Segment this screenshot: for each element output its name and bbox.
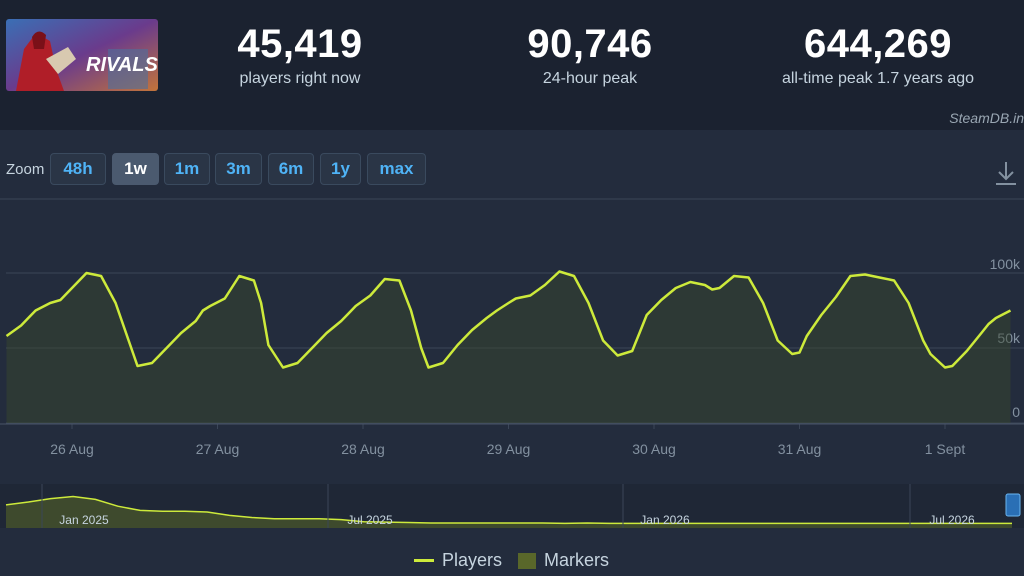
separator-bar bbox=[0, 108, 1024, 130]
game-banner-image[interactable]: RIVALS bbox=[6, 19, 158, 91]
player-count-chart[interactable]: 100k 50k 0 26 Aug 27 Aug 28 Aug 29 Aug 30 Aug 31… bbox=[0, 196, 1024, 466]
navigator-tick-label: Jul 2026 bbox=[929, 513, 975, 527]
markers-flag-swatch bbox=[518, 552, 536, 569]
x-tick-label: 29 Aug bbox=[487, 441, 531, 457]
y-tick-label: 50k bbox=[997, 330, 1021, 346]
legend-players-label: Players bbox=[442, 550, 503, 570]
zoom-button-3m[interactable]: 3m bbox=[215, 153, 262, 185]
all-time-peak-value: 644,269 bbox=[803, 22, 953, 66]
navigator-range-handle[interactable] bbox=[1005, 493, 1021, 517]
all-time-peak-label: all-time peak 1.7 years ago bbox=[781, 70, 975, 87]
navigator-area bbox=[6, 496, 1012, 528]
players-line-swatch bbox=[414, 559, 434, 562]
x-tick-label: 31 Aug bbox=[778, 441, 822, 457]
peak-24h-label: 24-hour peak bbox=[542, 70, 638, 87]
stat-24h-peak: 90,746 24-hour peak bbox=[460, 22, 720, 89]
x-tick-label: 27 Aug bbox=[196, 441, 240, 457]
x-tick-label: 26 Aug bbox=[50, 441, 94, 457]
stats-header: RIVALS 45,419 players right now 90,746 2… bbox=[0, 0, 1024, 108]
navigator-tick-label: Jan 2026 bbox=[640, 513, 690, 527]
game-logo-text: RIVALS bbox=[86, 54, 158, 76]
x-tick-label: 30 Aug bbox=[632, 441, 676, 457]
game-banner-art: RIVALS bbox=[6, 19, 158, 91]
y-tick-label: 100k bbox=[990, 256, 1021, 272]
players-series-line bbox=[5, 270, 1012, 369]
legend-markers-label: Markers bbox=[544, 550, 610, 570]
zoom-button-1y[interactable]: 1y bbox=[320, 153, 361, 185]
y-tick-label: 0 bbox=[1012, 404, 1020, 420]
zoom-button-6m[interactable]: 6m bbox=[268, 153, 314, 185]
zoom-button-48h[interactable]: 48h bbox=[50, 153, 106, 185]
navigator-tick-label: Jul 2025 bbox=[347, 513, 393, 527]
stat-current-players: 45,419 players right now bbox=[170, 22, 430, 89]
legend-item-markers[interactable]: Markers bbox=[518, 550, 609, 571]
legend-item-players[interactable]: Players bbox=[414, 550, 502, 571]
navigator-line bbox=[5, 495, 1012, 525]
chart-legend: Players Markers bbox=[0, 550, 1024, 574]
navigator-tick-label: Jan 2025 bbox=[59, 513, 109, 527]
navigator-chart[interactable]: Jan 2025 Jul 2025 Jan 2026 Jul 2026 bbox=[0, 480, 1024, 532]
stat-all-time-peak: 644,269 all-time peak 1.7 years ago bbox=[748, 22, 1008, 89]
x-tick-label: 28 Aug bbox=[341, 441, 385, 457]
peak-24h-value: 90,746 bbox=[527, 22, 653, 66]
current-players-label: players right now bbox=[239, 70, 361, 87]
current-players-value: 45,419 bbox=[237, 22, 363, 66]
zoom-button-max[interactable]: max bbox=[367, 153, 426, 185]
zoom-label: Zoom bbox=[6, 161, 45, 178]
x-tick-label: 1 Sept bbox=[925, 441, 966, 457]
zoom-button-1m[interactable]: 1m bbox=[164, 153, 210, 185]
zoom-button-1w[interactable]: 1w bbox=[112, 153, 159, 185]
watermark[interactable]: SteamDB.in bbox=[949, 110, 1024, 126]
download-icon[interactable] bbox=[994, 160, 1018, 186]
players-series-area bbox=[6, 271, 1011, 423]
